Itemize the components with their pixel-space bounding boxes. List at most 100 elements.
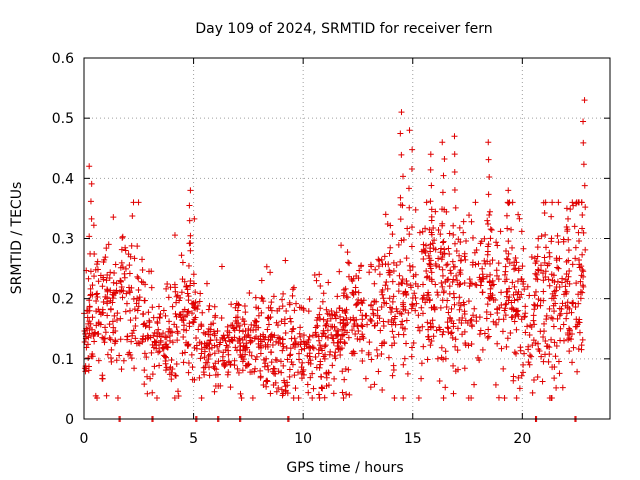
data-point <box>405 309 412 316</box>
data-point <box>323 374 330 381</box>
data-point <box>390 267 397 274</box>
data-point <box>307 374 314 381</box>
data-point <box>441 246 448 253</box>
data-point <box>371 322 378 329</box>
data-point <box>183 339 190 346</box>
data-point <box>339 368 346 375</box>
data-point <box>277 340 284 347</box>
data-point <box>373 298 380 305</box>
data-point <box>155 303 162 310</box>
data-point <box>83 307 90 314</box>
data-point <box>247 327 254 334</box>
data-point <box>260 356 267 363</box>
data-point <box>142 322 149 329</box>
data-point <box>441 155 448 162</box>
data-point <box>389 278 396 285</box>
data-point <box>289 292 296 299</box>
data-point <box>182 349 188 356</box>
data-point <box>340 394 347 401</box>
data-point <box>406 231 413 238</box>
data-point <box>141 350 148 357</box>
data-point <box>549 277 556 284</box>
data-point <box>409 146 416 153</box>
data-point <box>226 338 233 345</box>
data-point <box>198 394 205 401</box>
data-point <box>475 260 482 267</box>
data-point <box>168 376 175 383</box>
data-point <box>440 356 447 363</box>
data-point <box>110 279 117 286</box>
data-point <box>451 151 458 158</box>
data-point <box>143 354 150 361</box>
data-point <box>408 344 415 351</box>
data-point <box>440 289 447 296</box>
data-point <box>208 344 215 351</box>
data-point <box>93 291 100 298</box>
data-point <box>540 288 547 295</box>
data-point <box>378 303 385 310</box>
data-point <box>461 365 468 372</box>
data-point <box>493 272 500 279</box>
data-point <box>391 394 398 401</box>
data-point <box>503 300 510 307</box>
data-point <box>314 322 321 329</box>
data-point <box>134 243 141 250</box>
data-point <box>408 224 415 231</box>
data-point <box>452 204 459 211</box>
data-point <box>337 319 344 326</box>
data-point <box>86 163 93 170</box>
data-point <box>337 313 344 320</box>
data-point <box>419 323 426 330</box>
data-point <box>347 316 354 323</box>
data-point <box>568 309 575 316</box>
x-tick-label: 0 <box>80 431 89 447</box>
data-point <box>503 248 510 255</box>
data-point <box>454 347 461 354</box>
data-point <box>553 284 560 291</box>
data-point <box>394 308 401 315</box>
data-point <box>89 350 96 357</box>
data-point <box>118 259 125 266</box>
data-point <box>428 206 435 213</box>
data-point <box>173 299 180 306</box>
data-point <box>439 331 446 338</box>
data-point <box>429 240 436 247</box>
data-point <box>321 394 328 401</box>
data-point <box>542 199 549 206</box>
data-point <box>157 311 164 318</box>
data-point <box>531 306 538 313</box>
data-point <box>399 318 406 325</box>
data-point <box>395 288 402 295</box>
data-point <box>534 374 541 381</box>
data-point <box>352 331 359 338</box>
data-point <box>469 234 476 241</box>
data-point <box>562 283 569 290</box>
data-point <box>509 244 516 251</box>
data-point <box>443 262 450 269</box>
data-point <box>563 288 570 295</box>
data-point <box>503 288 510 295</box>
data-point <box>309 370 316 377</box>
y-axis-label: SRMTID / TECUs <box>9 182 25 295</box>
data-point <box>322 322 329 329</box>
data-point <box>283 307 290 314</box>
data-point <box>387 222 394 229</box>
data-point <box>207 326 214 333</box>
data-point <box>565 236 572 243</box>
data-point <box>339 389 346 396</box>
data-point <box>566 267 573 274</box>
data-point <box>397 321 404 328</box>
data-point <box>372 266 379 273</box>
data-point <box>513 259 520 266</box>
data-point <box>128 355 135 362</box>
data-point <box>201 354 208 361</box>
data-point <box>341 339 348 346</box>
data-point <box>341 340 348 347</box>
data-point <box>479 289 486 296</box>
data-point <box>317 342 324 349</box>
data-point <box>557 310 564 317</box>
data-point <box>529 389 536 396</box>
data-point <box>358 347 365 354</box>
data-point <box>171 232 178 239</box>
data-point <box>330 390 337 397</box>
